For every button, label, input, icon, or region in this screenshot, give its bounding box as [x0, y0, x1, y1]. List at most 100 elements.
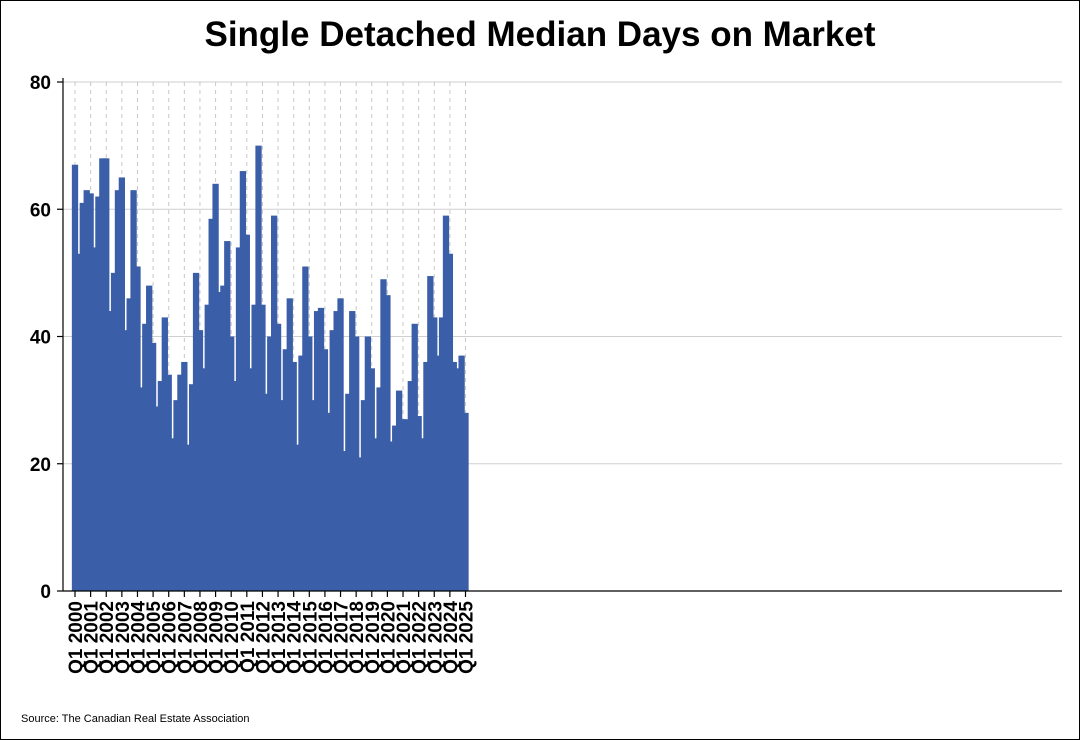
x-tick-label: Q1 2025 [457, 601, 478, 674]
bar [75, 253, 83, 591]
bar [446, 253, 454, 591]
x-tick-label: Q1 2022 [410, 601, 431, 674]
bar [278, 400, 286, 591]
bar [235, 247, 243, 592]
x-tick-label: Q1 2004 [128, 601, 149, 674]
x-tick-label: Q1 2011 [238, 601, 259, 673]
bar [368, 368, 375, 591]
bar [118, 177, 126, 591]
bar [423, 361, 430, 591]
bar [83, 190, 90, 591]
bar [419, 438, 426, 591]
bar [298, 355, 305, 591]
x-tick-label: Q1 2001 [82, 601, 103, 674]
x-tick-label: Q1 2008 [191, 601, 212, 674]
bar [161, 317, 168, 591]
bar [302, 266, 309, 591]
x-tick-label: Q1 2003 [113, 601, 134, 674]
x-tick-label: Q1 2002 [97, 601, 118, 674]
x-tick-label: Q1 2005 [144, 601, 165, 674]
bar [263, 393, 270, 591]
bar [173, 400, 180, 591]
x-tick-label: Q1 2016 [316, 601, 337, 674]
y-tick-label: 60 [30, 200, 51, 221]
bar [271, 215, 278, 592]
bar [165, 374, 172, 591]
bar [247, 368, 254, 591]
bar [415, 416, 422, 591]
bar [110, 272, 118, 591]
x-tick-label: Q1 2000 [66, 601, 87, 674]
bar [95, 196, 102, 591]
x-tick-label: Q1 2007 [175, 601, 196, 674]
bar [333, 311, 340, 591]
bar [251, 304, 258, 591]
bar [282, 349, 290, 591]
x-tick-label: Q1 2010 [222, 601, 243, 674]
bar [228, 336, 235, 591]
bar [134, 266, 141, 591]
y-tick-label: 80 [30, 73, 51, 94]
bar [181, 361, 188, 591]
bar [353, 336, 360, 591]
bar [337, 298, 344, 591]
bar [231, 381, 239, 591]
bar [438, 317, 446, 591]
bar [399, 419, 407, 591]
x-tick-label: Q1 2015 [300, 601, 321, 674]
bar [189, 384, 196, 591]
bar [255, 145, 262, 591]
bar [177, 374, 184, 591]
bar [427, 276, 434, 591]
bar [321, 349, 329, 591]
bar [87, 193, 94, 591]
bar [290, 361, 297, 591]
bar [114, 190, 122, 591]
bar [431, 317, 438, 591]
bar [146, 285, 153, 591]
x-tick-label: Q1 2018 [347, 601, 368, 674]
bar [454, 368, 461, 591]
bar [435, 355, 442, 591]
bar [169, 438, 176, 591]
bar [372, 438, 379, 591]
bar [450, 361, 457, 591]
bar [106, 311, 114, 591]
bar [376, 387, 383, 591]
bar [325, 412, 332, 591]
x-tick-label: Q1 2020 [378, 601, 399, 674]
x-tick-label: Q1 2012 [253, 601, 274, 674]
bar [185, 444, 192, 591]
bar [208, 218, 215, 591]
bar [388, 441, 395, 591]
bar [243, 234, 250, 591]
bar [267, 336, 274, 591]
x-tick-label: Q1 2019 [363, 601, 384, 674]
bar [224, 241, 231, 591]
axes [57, 78, 1062, 597]
source-note: Source: The Canadian Real Estate Associa… [21, 713, 250, 725]
x-tick-label: Q1 2006 [160, 601, 181, 674]
bar [103, 158, 110, 591]
bar [200, 368, 208, 591]
bar [126, 298, 133, 591]
bar [212, 183, 219, 592]
bar [142, 323, 149, 591]
bar [157, 381, 165, 591]
bar [313, 311, 321, 591]
bar [349, 311, 356, 591]
bar [216, 291, 223, 591]
bars [71, 145, 469, 592]
bar [294, 444, 301, 591]
bar [356, 457, 364, 591]
x-tick-label: Q1 2021 [394, 601, 415, 674]
bar [310, 400, 317, 591]
bar [380, 279, 387, 591]
bar [153, 406, 161, 591]
bar [407, 381, 414, 591]
bar [341, 451, 348, 591]
bar [403, 419, 411, 591]
